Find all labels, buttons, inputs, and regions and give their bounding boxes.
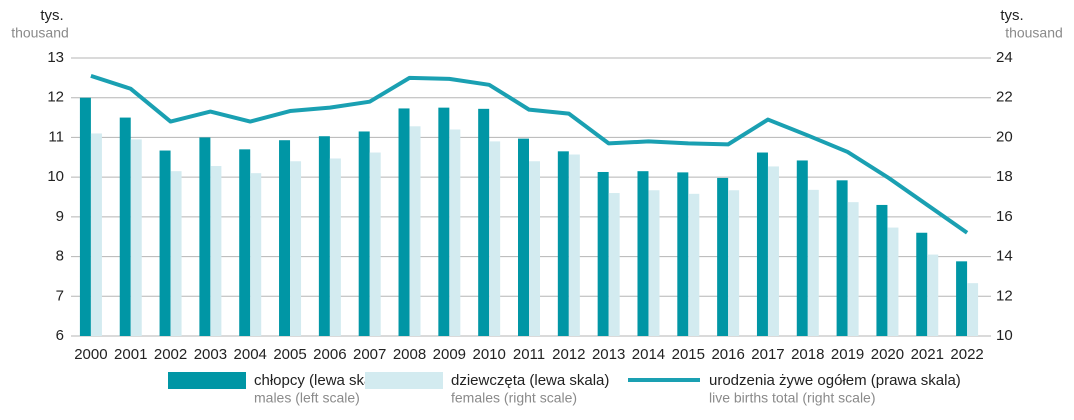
left-unit: tys. (40, 7, 63, 24)
x-tick-label: 2003 (194, 346, 227, 363)
y-tick-label: 8 (56, 248, 64, 265)
legend-label: urodzenia żywe ogółem (prawa skala) (709, 372, 961, 389)
y2-tick-label: 12 (996, 287, 1013, 304)
left-unit-en: thousand (11, 25, 69, 41)
legend-label-en: females (right scale) (451, 390, 577, 406)
x-tick-label: 2016 (711, 346, 744, 363)
bar (796, 160, 808, 336)
legend-label: chłopcy (lewa skala) (254, 372, 389, 389)
bar (608, 193, 620, 336)
bar (956, 261, 968, 336)
bar (239, 149, 251, 336)
bar (210, 166, 222, 336)
line (90, 73, 969, 235)
bar (279, 140, 291, 336)
y2-tick-label: 24 (996, 49, 1013, 66)
bar (250, 173, 262, 336)
bar (836, 180, 848, 336)
y-tick-label: 10 (47, 168, 64, 185)
y-tick-label: 6 (56, 327, 64, 344)
bar (967, 283, 979, 336)
bar (927, 254, 939, 336)
bar (807, 189, 819, 336)
bar (438, 107, 450, 337)
x-tick-label: 2009 (433, 346, 466, 363)
y2-tick-label: 16 (996, 208, 1013, 225)
y2-tick-label: 20 (996, 128, 1013, 145)
y2-tick-label: 18 (996, 168, 1013, 185)
x-tick-label: 2008 (393, 346, 426, 363)
bar (728, 190, 740, 336)
x-tick-label: 2007 (353, 346, 386, 363)
bar (478, 108, 490, 336)
x-tick-label: 2022 (950, 346, 983, 363)
bar (648, 190, 660, 336)
legend-label-en: live births total (right scale) (709, 390, 876, 406)
x-tick-label: 2005 (273, 346, 306, 363)
bar (119, 117, 131, 336)
bar (518, 138, 529, 336)
right-unit-en: thousand (1005, 25, 1063, 41)
bar (677, 172, 689, 336)
y-tick-label: 12 (47, 89, 64, 106)
x-tick-label: 2015 (672, 346, 705, 363)
y-tick-label: 11 (48, 128, 64, 145)
x-tick-label: 2018 (791, 346, 824, 363)
bar (916, 232, 928, 336)
x-tick-label: 2013 (592, 346, 625, 363)
bar (847, 202, 859, 336)
bar (159, 150, 171, 336)
legend-swatch (365, 372, 443, 389)
bar (90, 133, 102, 336)
bar (557, 151, 569, 336)
bar (449, 129, 461, 336)
bar (717, 177, 729, 336)
x-tick-label: 2006 (313, 346, 346, 363)
x-tick-label: 2004 (234, 346, 267, 363)
bar (79, 97, 91, 336)
x-tick-label: 2014 (632, 346, 665, 363)
bar (637, 171, 649, 336)
bar (329, 158, 341, 336)
x-tick-label: 2001 (114, 346, 147, 363)
bar (876, 204, 888, 336)
x-tick-label: 2002 (154, 346, 187, 363)
legend-swatch (168, 372, 246, 389)
y-tick-label: 9 (56, 208, 64, 225)
bar (767, 166, 779, 336)
bar (597, 171, 609, 336)
bar (568, 154, 580, 336)
bar (199, 137, 211, 336)
bar (358, 131, 370, 336)
x-tick-label: 2017 (751, 346, 784, 363)
legend-label: dziewczęta (lewa skala) (451, 372, 609, 389)
x-tick-label: 2011 (513, 346, 545, 363)
bar (130, 139, 142, 336)
x-tick-label: 2000 (74, 346, 107, 363)
bar (688, 193, 700, 336)
y2-tick-label: 22 (996, 89, 1013, 106)
bar (318, 136, 330, 336)
y-tick-label: 13 (47, 49, 64, 66)
bar (887, 227, 899, 336)
right-unit: tys. (1000, 7, 1023, 24)
bar (170, 171, 182, 336)
x-tick-label: 2010 (472, 346, 505, 363)
y2-tick-label: 14 (996, 248, 1013, 265)
x-tick-label: 2019 (831, 346, 864, 363)
y2-tick-label: 10 (996, 327, 1013, 344)
legend-label-en: males (left scale) (254, 390, 360, 406)
bar (756, 152, 768, 336)
x-tick-label: 2012 (552, 346, 585, 363)
x-tick-label: 2020 (871, 346, 904, 363)
bar (409, 126, 421, 337)
bar (529, 161, 540, 336)
x-tick-label: 2021 (911, 346, 944, 363)
bar (489, 141, 501, 336)
bar (290, 161, 302, 336)
y-tick-label: 7 (56, 287, 64, 304)
bar (369, 152, 381, 336)
bar (398, 108, 410, 337)
